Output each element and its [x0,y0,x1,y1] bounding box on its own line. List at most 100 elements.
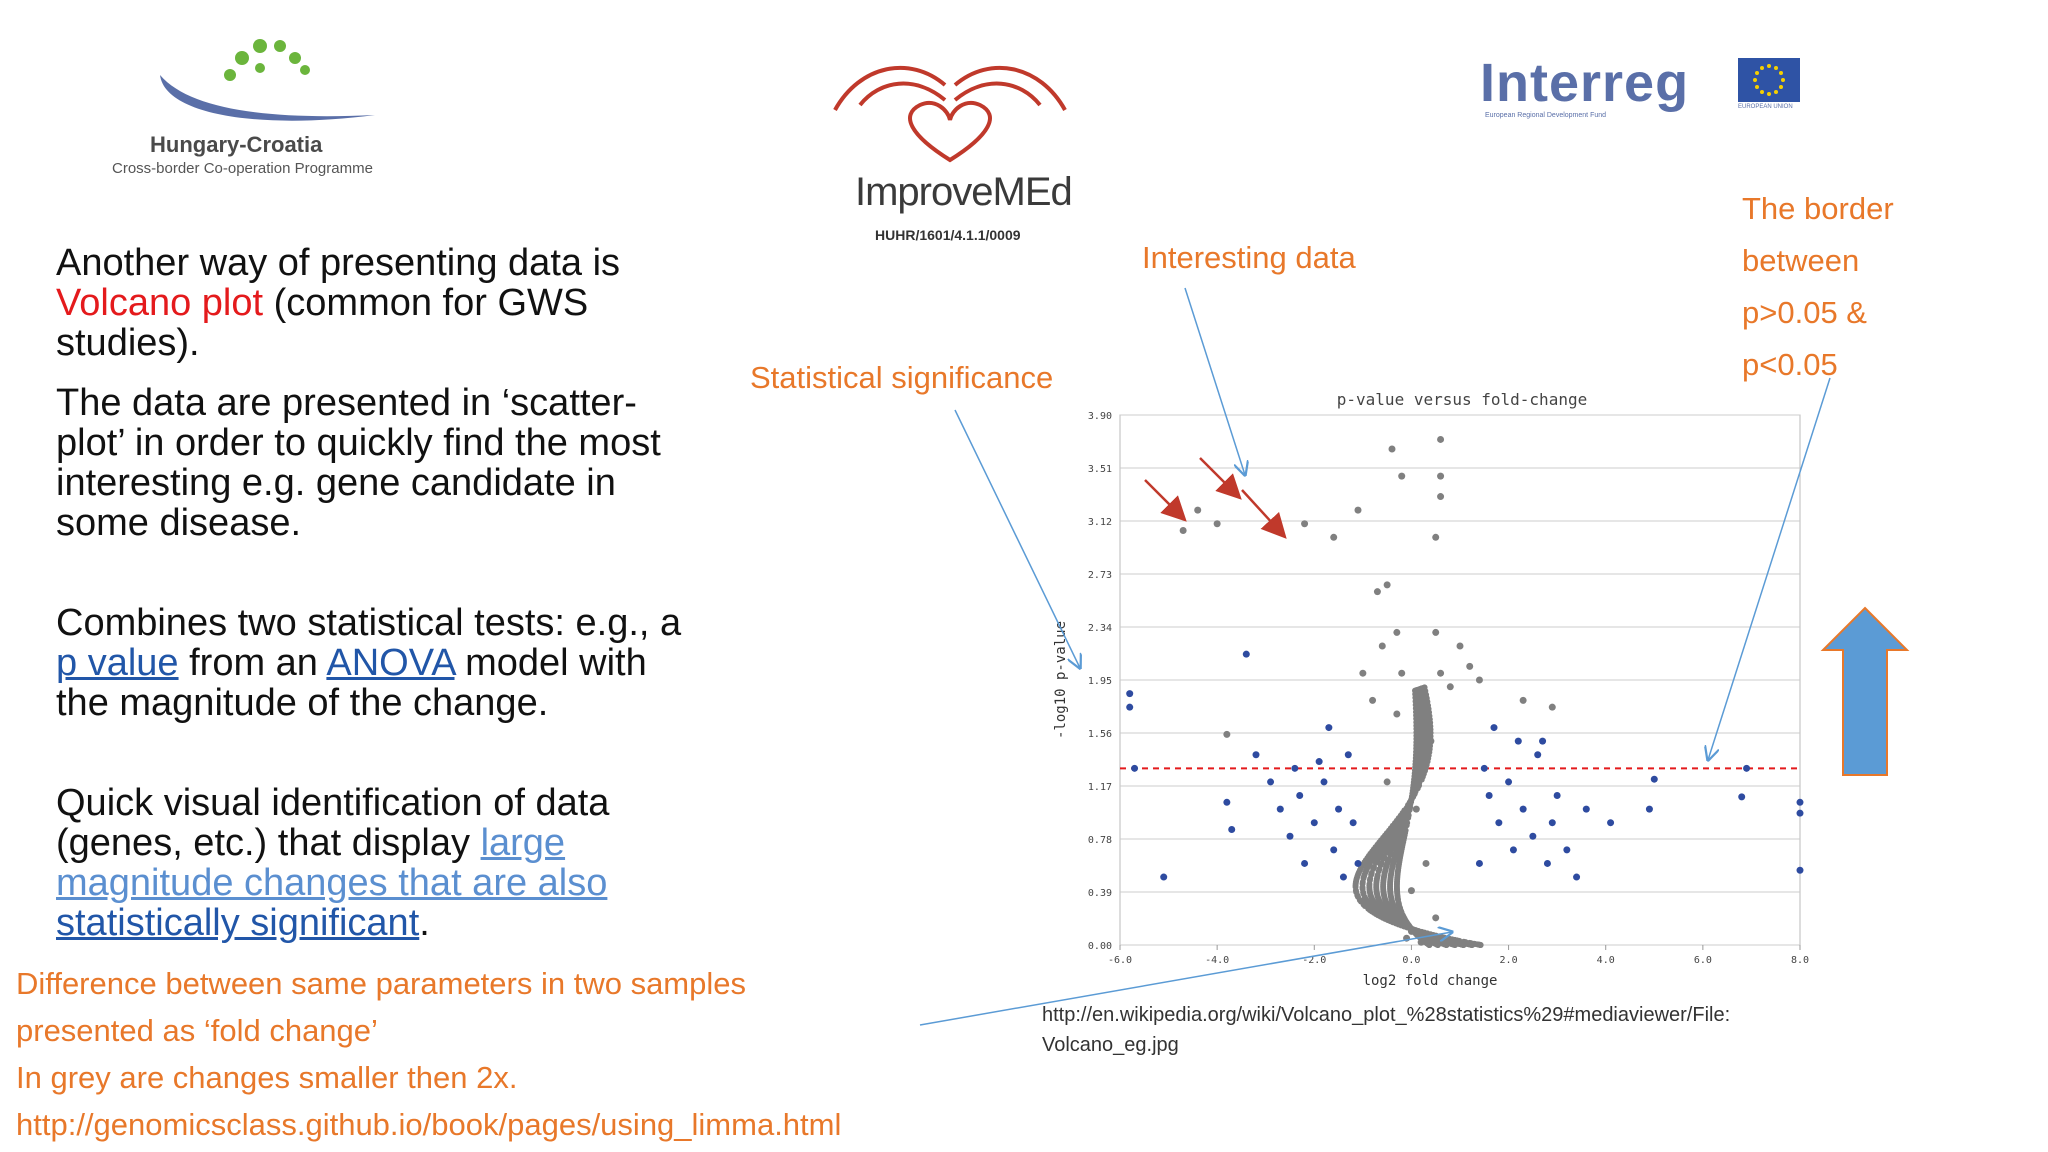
data-point [1417,938,1425,946]
hungary-croatia-logo [160,39,375,121]
data-point [1393,628,1401,636]
data-point [1432,914,1440,922]
volcano-core-point [1402,827,1409,834]
volcano-core-point [1374,893,1381,900]
data-point [1432,533,1440,541]
volcano-core-point [1403,811,1410,818]
data-point [1398,669,1406,677]
volcano-core-point [1359,884,1366,891]
volcano-core-point [1388,870,1395,877]
volcano-core-point [1371,900,1378,907]
up-arrow-icon [1820,606,1910,776]
volcano-core-point [1394,893,1401,900]
data-point [1398,832,1406,840]
bullet-text: Combines two statistical tests: e.g., a [56,602,682,644]
volcano-core-point [1413,719,1420,726]
volcano-core-point [1415,686,1422,693]
volcano-core-point [1353,875,1360,882]
annotation-border-line: p<0.05 [1742,347,1838,382]
bullet-text: model with the magnitude of the change. [56,642,647,724]
volcano-core-point [1408,793,1415,800]
volcano-core-point [1477,941,1484,948]
y-axis-ticks: 0.00 0.39 0.78 1.17 1.56 1.95 2.34 2.73 3.12 3.51… [1088,411,1112,952]
data-point [1466,662,1474,670]
volcano-core-point [1412,708,1419,715]
data-point [1796,798,1804,806]
data-point [1310,819,1318,827]
volcano-core-point [1378,902,1385,909]
data-point [1519,805,1527,813]
data-point [1359,669,1367,677]
volcano-core-point [1451,936,1458,943]
volcano-core-point [1376,897,1383,904]
y-tick-label: 1.95 [1088,676,1112,687]
y-tick-label: 3.51 [1088,464,1112,475]
data-point [1223,730,1231,738]
source-link-line[interactable]: Volcano_eg.jpg [1042,1034,1179,1056]
chart-grid [1119,414,1801,950]
volcano-core-point [1436,933,1443,940]
volcano-core-point [1394,878,1401,885]
volcano-core-point [1411,776,1418,783]
volcano-core-point [1392,831,1399,838]
volcano-core-point [1390,858,1397,865]
improvemed-code: HUHR/1601/4.1.1/0009 [875,227,1021,243]
data-point [1330,846,1338,854]
data-point [1398,472,1406,480]
data-point [1325,724,1333,732]
improvemed-logo [833,65,1067,163]
data-point [1485,792,1493,800]
volcano-core-point [1367,891,1374,898]
volcano-core-point [1370,863,1377,870]
anova-link[interactable]: ANOVA [326,642,455,684]
interreg-subtitle: European Regional Development Fund [1485,112,1607,119]
volcano-core-point [1378,849,1385,856]
large-magnitude-link[interactable]: large magnitude changes that are also [56,822,608,904]
data-point [1179,527,1187,535]
data-point [1223,798,1231,806]
volcano-core-point [1378,860,1385,867]
volcano-plot-chart: p-value versus fold-change 0.00 0.39 0.78 1… [1053,390,1809,989]
statistically-significant-link[interactable]: statistically significant [56,902,420,944]
bottom-note-line: Difference between same parameters in tw… [16,966,746,1001]
volcano-core-point [1380,890,1387,897]
data-point [1437,493,1445,501]
volcano-core-point [1422,730,1429,737]
volcano-core-point [1360,889,1367,896]
eu-flag-icon [1738,58,1800,102]
volcano-core-point [1393,883,1400,890]
volcano-core-point [1374,855,1381,862]
data-point [1301,520,1309,528]
eu-label: EUROPEAN UNION [1738,104,1793,110]
annotation-interesting-data: Interesting data [1142,240,1356,275]
volcano-core-point [1413,739,1420,746]
data-point [1417,724,1425,732]
volcano-core-point [1399,920,1406,927]
volcano-core-point [1398,848,1405,855]
volcano-core-point [1394,888,1401,895]
volcano-core-point [1397,826,1404,833]
volcano-core-point [1397,854,1404,861]
data-point [1339,873,1347,881]
y-tick-label: 2.34 [1088,623,1112,634]
data-point [1388,445,1396,453]
data-point [1194,506,1202,514]
source-link-line[interactable]: http://en.wikipedia.org/wiki/Volcano_plo… [1042,1004,1731,1026]
data-point [1573,873,1581,881]
data-point [1548,703,1556,711]
chart-title: p-value versus fold-change [1337,390,1587,409]
data-point [1796,866,1804,874]
y-tick-label: 0.00 [1088,941,1112,952]
annotation-border: The border between p>0.05 & p<0.05 [1742,183,1894,391]
volcano-core-point [1380,885,1387,892]
data-point [1412,805,1420,813]
data-point [1344,751,1352,759]
annotation-border-line: The border [1742,191,1894,226]
genomicsclass-link[interactable]: http://genomicsclass.github.io/book/page… [16,1107,842,1142]
data-point [1354,506,1362,514]
p-value-link[interactable]: p value [56,642,179,684]
y-tick-label: 0.78 [1088,835,1112,846]
data-point [1388,900,1396,908]
data-point [1607,819,1615,827]
volcano-core-point [1392,852,1399,859]
